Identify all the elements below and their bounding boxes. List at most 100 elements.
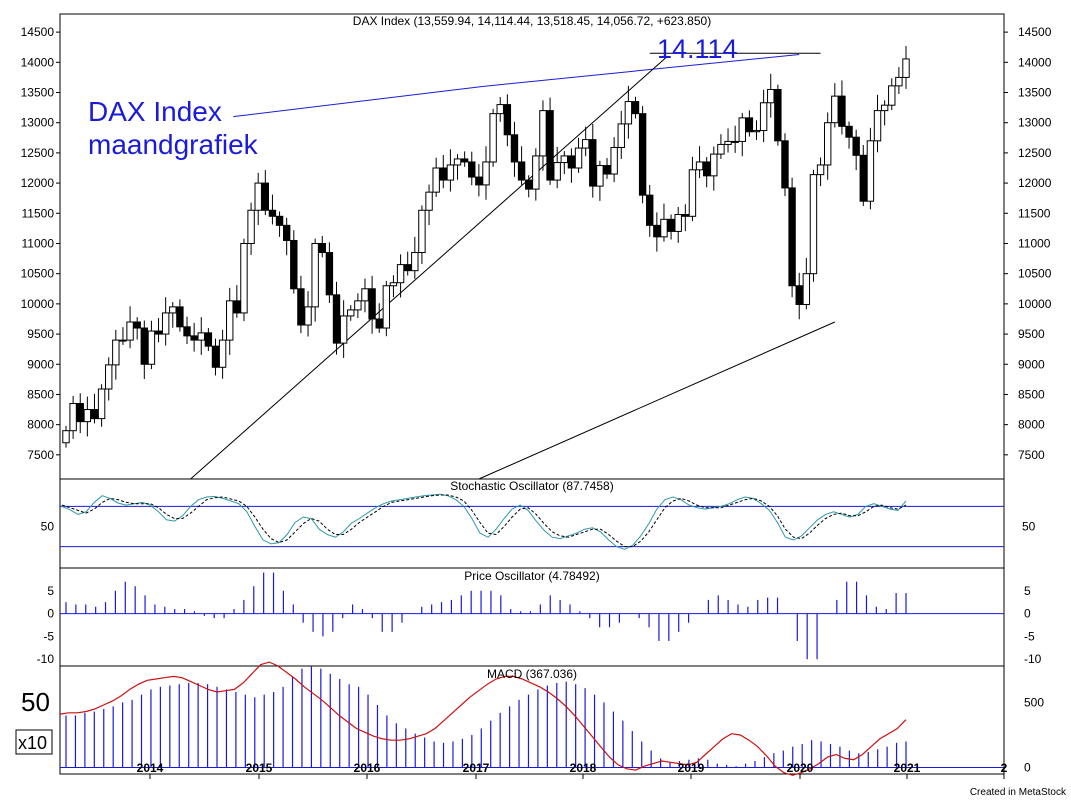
candle-up <box>147 330 156 365</box>
price-left-tick-label: 13500 <box>21 86 55 100</box>
candle-down <box>774 88 782 142</box>
price-right-tick-label: 10000 <box>1018 297 1052 311</box>
candle-up <box>624 101 633 125</box>
x-axis-label-2016: 2016 <box>354 761 381 775</box>
candle-down <box>233 300 241 314</box>
price-right-tick-label: 13000 <box>1018 116 1052 130</box>
candle-up <box>660 218 668 238</box>
candle-down <box>745 117 754 133</box>
candle-up <box>902 58 910 78</box>
candle-up <box>581 139 590 149</box>
candle-up <box>97 388 106 420</box>
candle-up <box>197 332 205 341</box>
candle-down <box>788 187 796 287</box>
candle-up <box>553 162 561 181</box>
candle-down <box>297 288 305 326</box>
candle-down <box>403 264 412 272</box>
candle-up <box>453 158 462 166</box>
x-axis-label-2014: 2014 <box>137 761 164 775</box>
candle-up <box>389 282 398 287</box>
annotation-dax-index: DAX Index <box>88 96 222 127</box>
stochastic-d-line <box>61 494 907 548</box>
price-left-tick-label: 8500 <box>27 387 54 401</box>
macd-panel-title: MACD (367.036) <box>487 667 577 681</box>
candle-up <box>895 76 903 87</box>
candle-down <box>368 288 376 320</box>
candle-down <box>375 318 383 329</box>
price-right-tick-label: 14500 <box>1018 25 1052 39</box>
candle-down <box>546 110 554 181</box>
price-right-tick-label: 9000 <box>1018 357 1045 371</box>
candle-up <box>347 309 355 317</box>
candle-down <box>702 161 711 177</box>
price-oscillator-right-tick-label: 5 <box>1024 584 1031 598</box>
candle-up <box>161 312 170 335</box>
candle-up <box>425 191 433 211</box>
price-panel-title: DAX Index (13,559.94, 14,114.44, 13,518.… <box>353 14 711 28</box>
annotation-maandgrafiek: maandgrafiek <box>88 129 259 160</box>
candle-down <box>133 321 141 329</box>
price-right-tick-label: 8000 <box>1018 418 1045 432</box>
price-left-tick-label: 14500 <box>21 25 55 39</box>
price-panel-frame <box>59 13 1005 480</box>
price-left-tick-label: 9000 <box>27 357 54 371</box>
candle-down <box>325 252 334 296</box>
macd-scale-box <box>15 729 53 755</box>
candle-up <box>489 113 497 163</box>
candle-up <box>888 85 896 106</box>
candle-up <box>446 164 455 181</box>
price-oscillator-left-tick-label: 5 <box>47 584 54 598</box>
candle-up <box>304 306 312 326</box>
candle-down <box>859 154 867 202</box>
candle-down <box>517 161 526 181</box>
candle-up <box>411 252 419 272</box>
stochastic-layer <box>60 493 1004 550</box>
resistance-line-left <box>233 85 483 118</box>
candle-up <box>418 209 426 254</box>
price-right-tick-label: 14000 <box>1018 55 1052 69</box>
price-oscillator-left-tick-label: -10 <box>37 652 55 666</box>
candle-up <box>688 169 697 217</box>
candle-down <box>140 327 149 365</box>
candle-down <box>653 224 661 238</box>
macd-scale-multiplier: x10 <box>18 733 47 753</box>
candle-down <box>90 409 99 420</box>
stochastic-k-line <box>61 493 907 550</box>
candle-up <box>738 117 746 142</box>
candle-up <box>816 164 825 176</box>
candle-down <box>525 179 533 190</box>
candle-up <box>596 165 604 187</box>
price-oscillator-panel-title: Price Oscillator (4.78492) <box>464 569 599 583</box>
candle-up <box>83 409 92 423</box>
macd-signal-line <box>59 661 907 776</box>
candle-up <box>62 430 70 444</box>
candle-down <box>204 332 213 347</box>
price-right-tick-label: 12000 <box>1018 176 1052 190</box>
candle-down <box>190 335 198 341</box>
candle-down <box>460 158 469 163</box>
candle-down <box>468 161 476 178</box>
x-axis-label-2: 2 <box>1001 761 1008 775</box>
candle-up <box>873 110 882 142</box>
price-left-tick-label: 9500 <box>27 327 54 341</box>
candle-down <box>275 215 284 226</box>
candle-up <box>240 242 248 314</box>
stochastic-panel-title: Stochastic Oscillator (87.7458) <box>450 479 613 493</box>
candle-up <box>759 102 768 132</box>
macd-scale-factor: 50 <box>21 687 50 717</box>
candle-down <box>589 139 597 187</box>
candle-up <box>482 161 490 186</box>
candle-up <box>432 167 440 193</box>
price-left-tick-label: 13000 <box>21 116 55 130</box>
price-oscillator-left-tick-label: -5 <box>43 629 54 643</box>
candle-up <box>169 306 177 314</box>
price-right-tick-label: 13500 <box>1018 86 1052 100</box>
candle-up <box>560 155 569 164</box>
macd-right-tick-label: 0 <box>1024 760 1031 774</box>
candle-down <box>795 285 803 305</box>
candle-down <box>667 218 675 232</box>
price-left-tick-label: 11500 <box>22 206 55 220</box>
candle-down <box>631 101 640 115</box>
x-axis-label-2015: 2015 <box>246 761 273 775</box>
candle-up <box>831 95 839 124</box>
